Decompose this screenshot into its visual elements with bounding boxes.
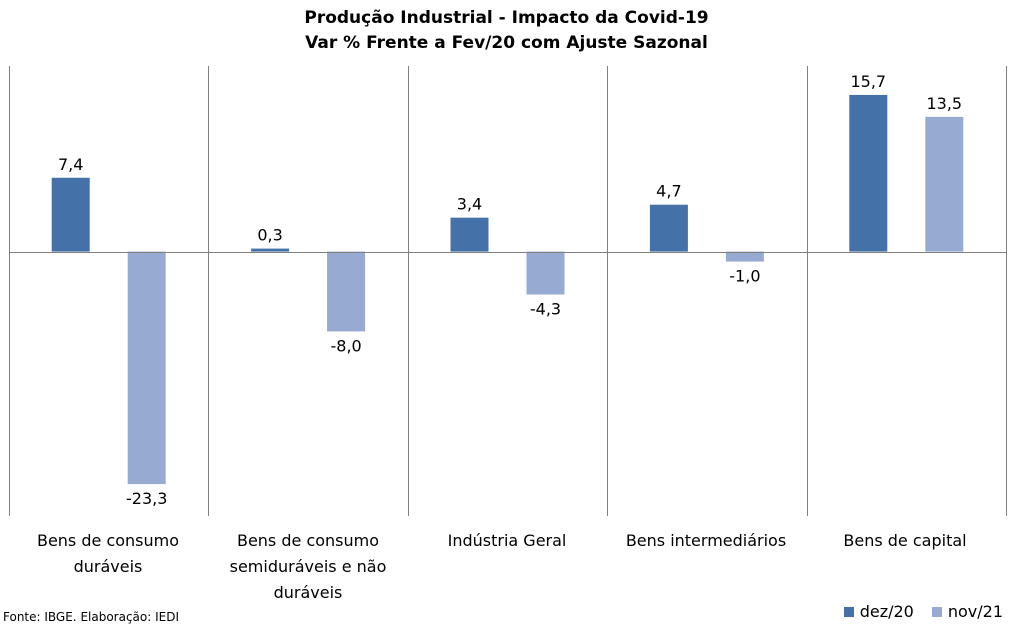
bar-nov21-2 bbox=[526, 251, 565, 295]
chart-subtitle-line: Var % Frente a Fev/20 com Ajuste Sazonal bbox=[305, 33, 708, 53]
bar-dez20-0 bbox=[51, 177, 90, 252]
data-label: -8,0 bbox=[330, 336, 361, 355]
data-label: 7,4 bbox=[58, 155, 83, 174]
bar-dez20-2 bbox=[450, 217, 489, 252]
data-label: 3,4 bbox=[457, 195, 482, 214]
category-label-capital: Bens de capital bbox=[843, 531, 967, 550]
legend: dez/20 nov/21 bbox=[826, 602, 1003, 621]
legend-item-dez20: dez/20 bbox=[843, 602, 914, 621]
bar-dez20-1 bbox=[251, 248, 290, 252]
legend-label-dez20: dez/20 bbox=[859, 602, 914, 621]
bar-nov21-4 bbox=[925, 116, 964, 252]
data-label: 13,5 bbox=[926, 94, 962, 113]
data-label: -4,3 bbox=[530, 299, 561, 318]
chart-title-line: Produção Industrial - Impacto da Covid-1… bbox=[304, 8, 709, 28]
source-note: Fonte: IBGE. Elaboração: IEDI bbox=[3, 610, 180, 624]
legend-label-nov21: nov/21 bbox=[947, 602, 1003, 621]
category-label-duraveis: Bens de consumo duráveis bbox=[36, 531, 180, 576]
category-label-semiduraveis: Bens de consumo semiduráveis e não duráv… bbox=[229, 531, 387, 602]
bar-nov21-3 bbox=[725, 251, 764, 262]
category-label-industria-geral: Indústria Geral bbox=[447, 531, 567, 550]
data-label: 15,7 bbox=[850, 72, 886, 91]
bar-nov21-0 bbox=[127, 251, 166, 485]
bar-nov21-1 bbox=[327, 251, 366, 332]
legend-swatch-dez20 bbox=[843, 606, 854, 617]
legend-item-nov21: nov/21 bbox=[931, 602, 1003, 621]
legend-swatch-nov21 bbox=[931, 606, 942, 617]
data-label: 4,7 bbox=[656, 182, 681, 201]
category-label-intermediarios: Bens intermediários bbox=[625, 531, 787, 550]
chart-title: Produção Industrial - Impacto da Covid-1… bbox=[0, 6, 1013, 56]
bar-dez20-4 bbox=[849, 94, 888, 252]
data-label: -1,0 bbox=[729, 267, 760, 286]
data-label: 0,3 bbox=[257, 226, 282, 245]
bar-dez20-3 bbox=[649, 204, 688, 252]
data-label: -23,3 bbox=[126, 489, 167, 508]
